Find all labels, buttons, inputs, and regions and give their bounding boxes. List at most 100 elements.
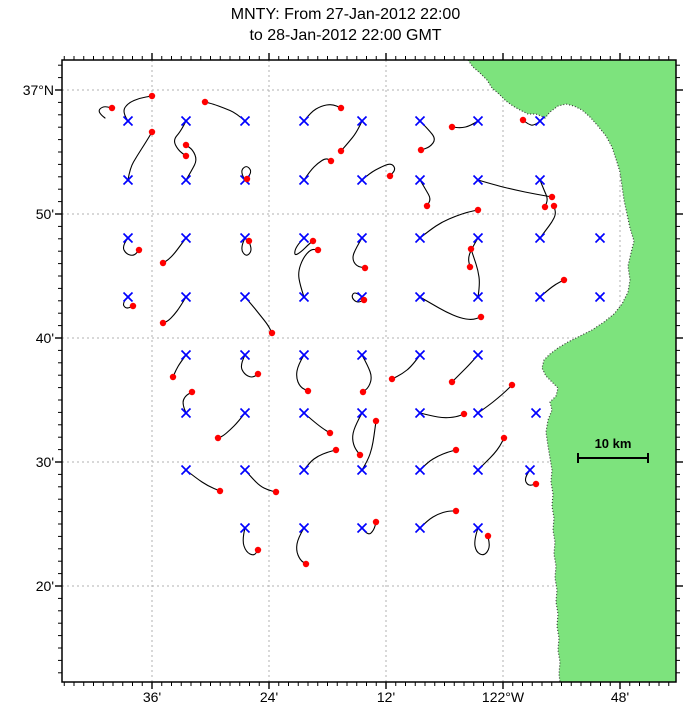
drifter-track <box>173 120 187 157</box>
drifter-start-marker <box>414 522 426 534</box>
drifter-start-marker <box>530 407 542 419</box>
drifter-end-marker <box>508 381 516 389</box>
drifter-end-marker <box>500 434 508 442</box>
drifter-start-marker <box>356 232 368 244</box>
drifter-start-marker <box>298 232 310 244</box>
x-tick-label: 36' <box>143 689 161 705</box>
drifter-tracks <box>98 95 565 565</box>
drifter-end-marker <box>243 175 251 183</box>
drifter-start-marker <box>122 174 134 186</box>
drifter-end-marker <box>159 319 167 327</box>
map-frame <box>61 59 677 683</box>
drifter-end-marker <box>356 451 364 459</box>
drifter-end-marker <box>548 193 556 201</box>
y-tick-label: 50' <box>36 206 54 222</box>
drifter-track <box>162 237 187 264</box>
drifter-start-marker <box>472 291 484 303</box>
y-tick-label: 40' <box>36 330 54 346</box>
drifter-track <box>419 209 479 239</box>
drifter-end-marker <box>245 237 253 245</box>
drifter-start-marker <box>534 174 546 186</box>
drifter-track <box>242 527 259 556</box>
y-tick-label: 37°N <box>23 82 54 98</box>
drifter-end-marker <box>417 146 425 154</box>
drifter-end-marker <box>541 203 549 211</box>
drifter-start-marker <box>472 522 484 534</box>
drifter-end-marker <box>272 488 280 496</box>
drifter-track <box>352 237 366 269</box>
drifter-start-marker <box>414 232 426 244</box>
drifter-start-marker <box>594 232 606 244</box>
drifter-start-marker <box>180 464 192 476</box>
drifter-track <box>244 469 277 493</box>
drifter-end-marker <box>448 378 456 386</box>
drifter-end-marker <box>332 446 340 454</box>
drifter-track <box>294 237 314 256</box>
drifter-end-marker <box>268 329 276 337</box>
drifter-start-marker <box>298 115 310 127</box>
drifter-end-marker <box>182 152 190 160</box>
drifter-start-marker <box>239 522 251 534</box>
drifter-end-marker <box>201 98 209 106</box>
drifter-end-marker <box>360 296 368 304</box>
drifter-start-marker <box>298 522 310 534</box>
drifter-start-marker <box>524 464 536 476</box>
drifter-start-marker <box>472 232 484 244</box>
drifter-start-marker <box>298 174 310 186</box>
drifter-track <box>539 205 556 239</box>
frame-ticks <box>55 53 683 689</box>
drifter-end-marker <box>452 507 460 515</box>
drifter-end-marker <box>460 410 468 418</box>
drifter-track <box>539 179 548 208</box>
drifter-start-marker <box>239 115 251 127</box>
x-tick-label: 24' <box>260 689 278 705</box>
drifter-start-marker <box>298 464 310 476</box>
x-tick-label: 48' <box>611 689 629 705</box>
end-markers <box>108 92 568 568</box>
drifter-end-marker <box>302 560 310 568</box>
drifter-start-marker <box>356 174 368 186</box>
drifter-start-marker <box>122 291 134 303</box>
land-fill <box>468 60 676 682</box>
drifter-start-marker <box>239 349 251 361</box>
drifter-track <box>470 248 480 298</box>
drifter-end-marker <box>188 388 196 396</box>
drifter-start-marker <box>534 115 546 127</box>
drifter-end-marker <box>148 92 156 100</box>
drifter-end-marker <box>129 302 137 310</box>
drifter-start-marker <box>472 464 484 476</box>
drifter-end-marker <box>372 518 380 526</box>
drifter-start-marker <box>472 174 484 186</box>
drifter-end-marker <box>388 375 396 383</box>
start-markers <box>122 115 606 534</box>
drifter-track <box>127 131 153 181</box>
drifter-track <box>185 144 197 181</box>
drifter-track <box>351 292 365 303</box>
drifter-start-marker <box>414 349 426 361</box>
drifter-start-marker <box>414 464 426 476</box>
drifter-end-marker <box>326 429 334 437</box>
drifter-end-marker <box>159 259 167 267</box>
drifter-track <box>162 296 187 324</box>
drifter-track <box>477 437 505 471</box>
drifter-track <box>244 296 273 334</box>
drifter-start-marker <box>414 407 426 419</box>
drifter-track <box>477 384 513 414</box>
drifter-end-marker <box>560 276 568 284</box>
drifter-track <box>419 179 431 207</box>
drifter-start-marker <box>356 522 368 534</box>
drifter-start-marker <box>122 232 134 244</box>
drifter-start-marker <box>180 115 192 127</box>
y-tick-label: 20' <box>36 578 54 594</box>
drifter-end-marker <box>148 128 156 136</box>
drifter-end-marker <box>386 172 394 180</box>
drifter-end-marker <box>135 246 143 254</box>
drifter-end-marker <box>452 446 460 454</box>
drifter-end-marker <box>254 370 262 378</box>
drifter-end-marker <box>550 202 558 210</box>
drifter-track <box>474 527 490 556</box>
drifter-start-marker <box>180 174 192 186</box>
drifter-end-marker <box>337 147 345 155</box>
